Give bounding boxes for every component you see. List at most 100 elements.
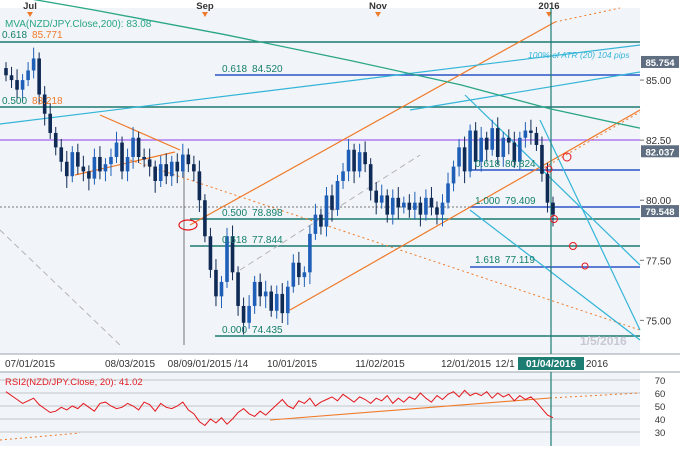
candle-body xyxy=(263,291,268,297)
price-box xyxy=(641,145,679,158)
candle-body xyxy=(396,197,401,208)
candle-body xyxy=(302,272,307,278)
fib-label: 0.618 85.771 xyxy=(2,30,63,41)
candle-body xyxy=(15,80,19,90)
candle-body xyxy=(37,58,41,95)
candle-body xyxy=(26,70,30,81)
candle-body xyxy=(9,75,14,81)
trend-orange-aug-top xyxy=(99,114,181,151)
price-tick-label: 82.50 xyxy=(646,136,671,147)
candle-body xyxy=(241,305,246,323)
candle-body xyxy=(4,68,8,76)
trend-orange-dotted-ext-1 xyxy=(554,7,621,23)
candle-body xyxy=(114,142,119,157)
trend-orange-lower-channel xyxy=(289,109,641,311)
candle-body xyxy=(501,137,506,157)
fib-label: 1.000 79.409 xyxy=(475,196,536,207)
fib-value: 78.898 xyxy=(252,208,283,219)
trend-orange-upper-channel xyxy=(189,21,556,226)
candle-body xyxy=(219,281,224,297)
trend-grey-dashed-1 xyxy=(0,229,121,346)
rsi-trendline-orange xyxy=(269,397,551,421)
atr-label: 100% of ATR (20) 104 pips xyxy=(528,50,630,60)
candle-body xyxy=(413,202,417,210)
candle-body xyxy=(379,195,384,203)
price-box xyxy=(641,205,679,218)
candle-body xyxy=(169,161,174,177)
candle-body xyxy=(181,154,185,172)
date-label: 08/09/01/2015 /14 xyxy=(168,359,249,370)
current-date-label: 01/04/2016 xyxy=(526,359,576,370)
month-marker xyxy=(375,12,381,17)
candle-body xyxy=(313,214,318,234)
candle-body xyxy=(390,197,395,215)
candle-body xyxy=(186,154,191,165)
current-date-box xyxy=(518,357,584,370)
candle-body xyxy=(131,137,135,157)
candle-body xyxy=(76,152,80,167)
price-boxes: 85.754 82.037 79.548 xyxy=(641,55,679,218)
month-marker xyxy=(202,12,208,17)
candle-body xyxy=(87,171,91,179)
rsi-tick-label: 70 xyxy=(655,376,666,387)
fib-ratio: 0.618 xyxy=(222,64,247,75)
highlight-ellipse xyxy=(178,219,198,231)
candle-body xyxy=(280,293,285,314)
rsi-axis: 70 60 50 40 30 xyxy=(655,376,666,439)
target-circle-2 xyxy=(550,215,558,223)
candle-body xyxy=(64,161,69,177)
candle-body xyxy=(197,171,202,201)
candle-body xyxy=(540,144,544,174)
candle-body xyxy=(48,113,53,133)
candle-body xyxy=(203,200,207,237)
candle-body xyxy=(424,197,428,215)
date-label: 12/01/2015 xyxy=(441,359,491,370)
candle-body xyxy=(120,142,124,172)
candle-body xyxy=(98,156,102,172)
candle-body xyxy=(247,305,251,323)
candle-body xyxy=(31,58,36,71)
candle-body xyxy=(285,286,290,314)
price-tick-label: 85.00 xyxy=(646,76,671,87)
candle-body xyxy=(418,202,423,215)
price-tick-label: 80.00 xyxy=(646,196,671,207)
price-tick-label: 77.50 xyxy=(646,256,671,267)
candle-body xyxy=(153,166,157,181)
candle-body xyxy=(446,183,450,203)
candles xyxy=(4,47,555,335)
candle-body xyxy=(484,137,489,150)
candle-body xyxy=(357,152,362,172)
candle-body xyxy=(158,164,163,181)
fib-label: 1.618 77.119 xyxy=(475,255,535,266)
candle-body xyxy=(109,156,113,165)
candle-body xyxy=(81,166,86,172)
target-circle-1 xyxy=(562,152,572,162)
candle-body xyxy=(479,137,483,162)
candle-body xyxy=(236,272,240,306)
target-circle-3 xyxy=(569,242,577,250)
candle-body xyxy=(490,128,495,150)
date-watermark: 1/5/2016 xyxy=(580,334,627,348)
rsi-line xyxy=(5,389,554,427)
fib-labels: 0.618 85.771 0.500 83.218 0.618 84.520 0.618 80… xyxy=(2,30,536,336)
candle-body xyxy=(518,137,522,162)
price-box-label: 82.037 xyxy=(645,147,674,158)
fib-ratio: 1.000 xyxy=(475,196,500,207)
fib-ratio: 0.618 xyxy=(2,30,27,41)
candle-body xyxy=(192,164,196,172)
month-labels: Jul Sep Nov 2016 xyxy=(23,1,560,17)
fib-value: 83.218 xyxy=(32,96,63,107)
price-box-label: 79.548 xyxy=(645,207,674,218)
target-circle-4 xyxy=(581,262,589,270)
candle-body xyxy=(385,195,390,215)
candle-body xyxy=(103,164,108,172)
rsi-axis-bg xyxy=(640,372,680,446)
candle-body xyxy=(42,94,47,114)
price-box-label: 85.754 xyxy=(645,58,675,69)
trend-orange-jul-aug xyxy=(74,151,176,176)
candle-body xyxy=(534,132,539,145)
rsi-panel xyxy=(0,372,640,446)
candle-body xyxy=(551,202,555,215)
rsi-tick-label: 50 xyxy=(655,402,666,413)
fib-label: 0.618 77.844 xyxy=(222,235,283,246)
